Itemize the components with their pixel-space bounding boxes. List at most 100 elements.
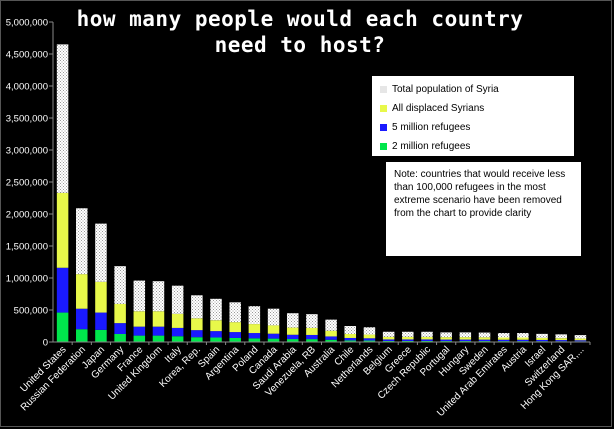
bar-segment — [56, 267, 69, 313]
bar-segment — [497, 339, 510, 342]
bar-segment — [56, 192, 69, 268]
y-tick-label: 1,000,000 — [6, 274, 48, 285]
bar-segment — [286, 313, 299, 328]
bar-segment — [248, 306, 261, 325]
bar-segment — [191, 337, 203, 342]
bar-segment — [555, 338, 567, 341]
bar-segment — [517, 339, 529, 342]
bar-segment — [421, 331, 433, 337]
legend-swatch — [380, 105, 387, 112]
y-tick-label: 3,000,000 — [6, 146, 48, 157]
bar-segment — [95, 312, 107, 330]
bar-segment — [152, 281, 165, 312]
bar-segment — [402, 331, 414, 337]
bar-segment — [210, 298, 222, 321]
bar-segment — [171, 285, 184, 314]
bar-segment — [421, 339, 433, 341]
bar-segment — [114, 303, 126, 324]
y-tick-label: 4,000,000 — [6, 82, 48, 93]
bar-segment — [114, 266, 126, 304]
bar-segment — [133, 280, 146, 312]
bar-segment — [536, 339, 548, 342]
bar-segment — [95, 223, 107, 282]
bar-segment — [344, 334, 357, 338]
bar-segment — [402, 340, 414, 342]
bar-segment — [229, 337, 241, 342]
bar-segment — [497, 337, 510, 340]
y-tick-label: 5,000,000 — [6, 18, 48, 29]
bar-segment — [325, 336, 337, 340]
bar-segment — [76, 208, 88, 275]
bar-segment — [440, 332, 452, 338]
bar-segment — [344, 326, 357, 334]
bar-segment — [191, 318, 203, 331]
bar-segment — [402, 336, 414, 340]
bar-segment — [574, 338, 587, 341]
bar-segment — [95, 281, 107, 313]
bar-segment — [440, 339, 452, 342]
bar-segment — [402, 339, 414, 341]
bar-segment — [229, 332, 241, 338]
bar-segment — [286, 334, 299, 340]
bar-segment — [76, 274, 88, 309]
bar-segment — [459, 337, 472, 340]
legend-swatch — [380, 86, 387, 93]
y-tick-label: 3,500,000 — [6, 114, 48, 125]
bar-segment — [267, 325, 280, 334]
bar-segment — [210, 320, 222, 332]
bar-segment — [56, 312, 69, 342]
bar-segment — [267, 338, 280, 342]
y-tick-label: 2,000,000 — [6, 210, 48, 221]
bar-segment — [267, 308, 280, 326]
bar-segment — [306, 339, 318, 342]
bar-segment — [555, 334, 567, 339]
bar-segment — [248, 324, 261, 334]
bar-segment — [478, 339, 491, 342]
bar-segment — [574, 335, 587, 339]
legend-label: All displaced Syrians — [392, 103, 485, 114]
bar-segment — [478, 337, 491, 340]
bar-segment — [440, 337, 452, 340]
bar-segment — [517, 337, 529, 340]
bar-segment — [536, 337, 548, 340]
bar-segment — [114, 323, 126, 334]
bar-segment — [171, 313, 184, 328]
y-tick-label: 2,500,000 — [6, 178, 48, 189]
bar-segment — [286, 327, 299, 335]
bar-segment — [306, 334, 318, 340]
bar-segment — [76, 308, 88, 330]
bar-segment — [421, 336, 433, 340]
bar-segment — [95, 329, 107, 342]
bar-segment — [325, 330, 337, 337]
legend: Total population of Syria All displaced … — [372, 76, 574, 156]
bar-segment — [248, 338, 261, 342]
bar-segment — [344, 340, 357, 342]
bar-segment — [421, 340, 433, 342]
bar-segment — [171, 336, 184, 342]
bar-segment — [133, 335, 146, 342]
bar-segment — [152, 326, 165, 336]
bar-segment — [76, 329, 88, 342]
bar-segment — [56, 44, 69, 193]
bar-segment — [382, 331, 395, 337]
bar-segment — [497, 333, 510, 338]
bar-segment — [191, 295, 203, 319]
bar-segment — [210, 331, 222, 338]
legend-swatch — [380, 143, 387, 150]
bar-segment — [152, 311, 165, 327]
bar-segment — [363, 334, 376, 339]
bar-segment — [171, 327, 184, 337]
bar-segment — [306, 314, 318, 328]
bar-segment — [191, 330, 203, 338]
legend-label: Total population of Syria — [392, 84, 499, 95]
bar-segment — [229, 322, 241, 333]
bar-segment — [306, 327, 318, 335]
bar-segment — [133, 326, 146, 336]
bar-segment — [267, 333, 280, 339]
bar-segment — [536, 333, 548, 338]
note-box: Note: countries that would receive less … — [386, 162, 581, 256]
legend-label: 2 million refugees — [392, 141, 471, 152]
legend-label: 5 million refugees — [392, 122, 471, 133]
